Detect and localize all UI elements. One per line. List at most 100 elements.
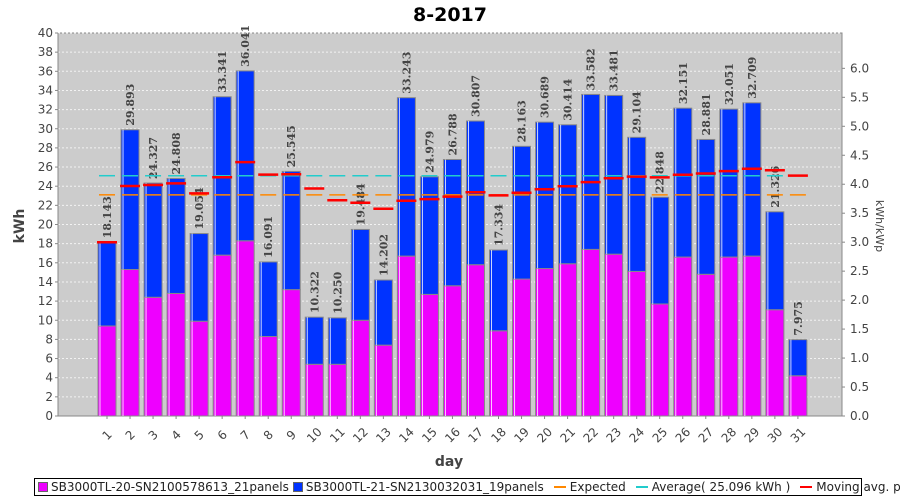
bar-total-label: 24.808 [170, 132, 183, 174]
bar-segment-series-2 [97, 241, 117, 327]
legend-item-series-2: SB3000TL-21-SN2130032031_19panels [292, 480, 544, 494]
x-tick-label: 20 [534, 425, 555, 446]
bar-segment-series-2 [166, 177, 186, 294]
legend-label: SB3000TL-20-SN2100578613_21panels [51, 480, 289, 494]
legend-item-moving-avg: Moving avg. per day. [794, 480, 900, 494]
y-axis-right-label: kWh/kWp [873, 200, 886, 252]
x-tick-label: 29 [742, 425, 763, 446]
bar-segment-series-1 [558, 263, 578, 417]
y-tick-label: 20 [38, 218, 53, 232]
bar-total-label: 33.341 [216, 51, 229, 93]
bar-segment-series-2 [281, 170, 301, 291]
bar-total-label: 32.051 [723, 63, 736, 105]
bar-segment-series-2 [350, 228, 370, 321]
y-tick-label: 28 [38, 141, 53, 155]
x-tick-label: 25 [650, 425, 671, 446]
bar-segment-series-2 [696, 138, 716, 275]
bar-total-label: 24.979 [423, 131, 436, 173]
y-tick-label: 6 [45, 352, 53, 366]
legend-label: SB3000TL-21-SN2130032031_19panels [305, 480, 544, 494]
legend-swatch [553, 486, 566, 488]
y-tick-label: 0 [45, 409, 53, 423]
chart-title: 8-2017 [413, 4, 487, 26]
x-tick-label: 18 [488, 425, 509, 446]
x-tick-label: 16 [442, 425, 463, 446]
bar-segment-series-2 [419, 176, 439, 295]
bar-segment-series-2 [604, 94, 624, 255]
x-tick-label: 21 [557, 425, 578, 446]
y-right-tick-label: 3.5 [850, 206, 869, 220]
bar-total-label: 10.250 [331, 271, 344, 313]
bar-segment-series-1 [97, 325, 117, 417]
bar-segment-series-1 [535, 268, 555, 417]
legend: SB3000TL-20-SN2100578613_21panels SB3000… [34, 478, 900, 496]
bar-total-label: 24.327 [147, 137, 160, 179]
y-tick-label: 22 [38, 198, 53, 212]
legend-swatch [635, 486, 648, 488]
y-right-tick-label: 5.5 [850, 90, 869, 104]
bar-total-label: 19.054 [193, 187, 206, 229]
bar-segment-series-2 [120, 129, 140, 271]
y-tick-label: 18 [38, 237, 53, 251]
y-tick-label: 32 [38, 103, 53, 117]
bar-segment-series-1 [143, 296, 163, 417]
y-tick-label: 8 [45, 332, 53, 346]
y-right-tick-label: 2.0 [850, 293, 869, 307]
bar-segment-series-2 [258, 261, 278, 338]
bar-segment-series-2 [327, 317, 347, 365]
y-tick-label: 16 [38, 256, 53, 270]
legend-item-expected: Expected [548, 480, 626, 494]
y-tick-label: 30 [38, 122, 53, 136]
x-tick-label: 2 [123, 428, 138, 443]
bar-segment-series-2 [765, 211, 785, 311]
x-tick-label: 31 [788, 425, 809, 446]
bar-segment-series-1 [788, 375, 808, 417]
bar-segment-series-1 [765, 309, 785, 417]
bar-segment-series-2 [512, 145, 532, 280]
legend-item-average: Average( 25.096 kWh ) [630, 480, 790, 494]
x-tick-label: 6 [215, 428, 230, 443]
bar-segment-series-1 [489, 330, 509, 417]
bar-segment-series-2 [396, 97, 416, 257]
y-right-tick-label: 5.0 [850, 119, 869, 133]
bar-total-label: 29.893 [124, 84, 137, 126]
y-axis-label: kWh [12, 209, 28, 244]
y-tick-label: 2 [45, 390, 53, 404]
bar-segment-series-1 [396, 255, 416, 417]
bar-total-label: 22.848 [654, 151, 667, 193]
y-right-tick-label: 4.0 [850, 177, 869, 191]
bar-total-label: 30.689 [539, 76, 552, 118]
bar-segment-series-2 [581, 93, 601, 250]
y-right-tick-label: 4.5 [850, 148, 869, 162]
bar-total-label: 7.975 [792, 301, 805, 335]
legend-label: Expected [569, 480, 626, 494]
x-tick-label: 26 [673, 425, 694, 446]
bar-segment-series-1 [465, 264, 485, 417]
bar-total-label: 30.414 [562, 78, 575, 120]
bar-segment-series-1 [304, 363, 324, 417]
x-axis-label: day [435, 454, 463, 470]
bar-segment-series-1 [235, 240, 255, 417]
bar-total-label: 32.709 [746, 57, 759, 99]
x-tick-label: 10 [304, 425, 325, 446]
x-tick-label: 22 [580, 425, 601, 446]
legend-swatch [38, 482, 48, 492]
bar-segment-series-2 [788, 339, 808, 377]
bar-segment-series-2 [719, 108, 739, 258]
y-tick-label: 10 [38, 313, 53, 327]
bar-segment-series-1 [719, 256, 739, 417]
y-tick-label: 12 [38, 294, 53, 308]
bar-segment-series-1 [350, 319, 370, 417]
bar-segment-series-1 [327, 363, 347, 417]
bar-segment-series-2 [235, 70, 255, 242]
bar-segment-series-1 [604, 253, 624, 417]
bar-segment-series-1 [419, 293, 439, 417]
x-tick-label: 23 [603, 425, 624, 446]
x-tick-label: 30 [765, 425, 786, 446]
x-tick-label: 7 [238, 428, 253, 443]
y-right-tick-label: 6.0 [850, 61, 869, 75]
x-tick-label: 13 [373, 425, 394, 446]
x-tick-label: 3 [146, 428, 161, 443]
legend-swatch [800, 486, 813, 488]
